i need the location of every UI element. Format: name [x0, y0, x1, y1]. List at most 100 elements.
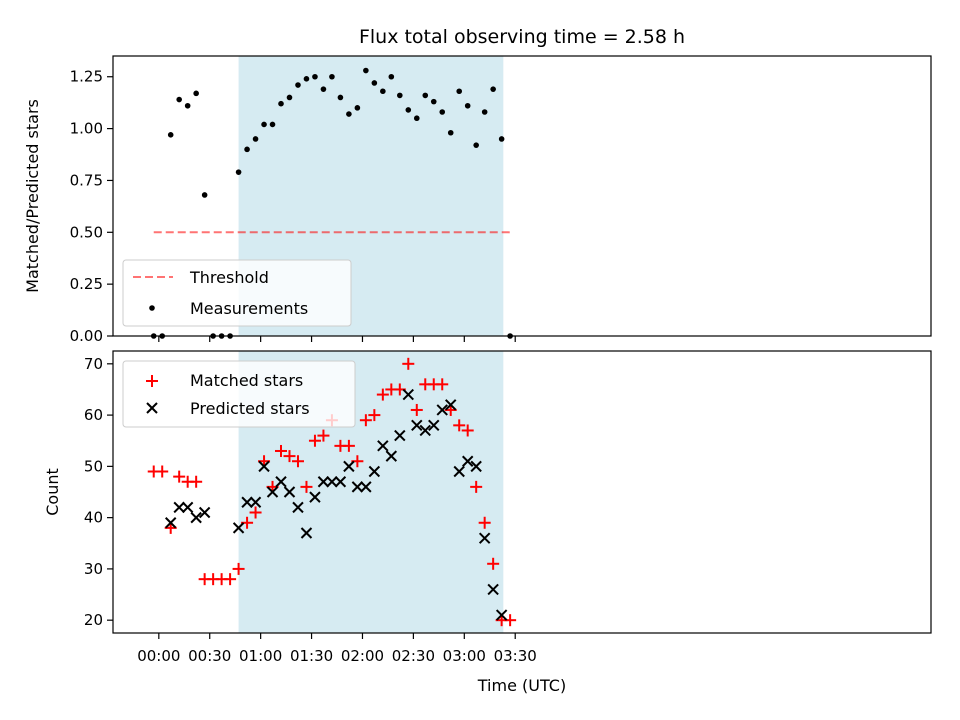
predicted-star-marker	[377, 440, 389, 452]
y-tick-label: 50	[84, 457, 103, 475]
predicted-star-marker	[394, 429, 406, 442]
top-legend: Threshold Measurements	[122, 259, 352, 327]
predicted-star-marker	[368, 465, 381, 478]
bottom-y-axis-label: Count	[43, 468, 62, 516]
bottom-x-ticks: 00:00 00:30 01:00 01:30 02:00 02:30 03:00 03:30	[137, 633, 537, 665]
y-tick-label: 30	[84, 560, 103, 578]
y-tick-label: 0.75	[70, 171, 103, 189]
predicted-star-marker	[445, 399, 457, 411]
matched-star-marker	[461, 424, 474, 437]
matched-star-marker	[224, 573, 237, 586]
measurement-point	[490, 86, 496, 92]
matched-star-marker	[308, 434, 321, 447]
bottom-legend: Matched stars Predicted stars	[122, 360, 356, 428]
measurement-point	[337, 94, 344, 101]
measurement-point	[439, 109, 446, 115]
predicted-star-marker	[198, 506, 211, 519]
measurement-point	[464, 102, 471, 109]
x-tick-label: 03:00	[443, 647, 486, 665]
predicted-star-marker	[317, 476, 330, 488]
measurement-point	[422, 92, 429, 99]
predicted-star-marker	[283, 486, 296, 498]
measurement-point	[303, 76, 310, 82]
matched-legend-label: Matched stars	[190, 371, 303, 390]
measurement-points	[150, 67, 513, 339]
measurement-point	[447, 129, 454, 136]
matched-star-marker	[376, 388, 389, 401]
matched-star-marker	[368, 409, 381, 422]
top-y-ticks: 0.00 0.25 0.50 0.75 1.00 1.25	[70, 68, 113, 345]
measurement-point	[193, 90, 199, 97]
matched-star-marker	[478, 516, 491, 529]
measurement-point	[320, 86, 327, 92]
matched-star-marker	[487, 557, 500, 570]
measurement-point	[295, 82, 301, 88]
predicted-star-marker	[309, 491, 321, 503]
predicted-star-marker	[164, 517, 177, 529]
measurement-point	[286, 94, 293, 101]
predicted-star-marker	[402, 388, 415, 401]
predicted-star-marker	[436, 404, 448, 416]
matched-star-marker	[300, 480, 313, 493]
measurement-point	[312, 73, 318, 80]
matched-legend-swatch	[146, 375, 158, 387]
y-tick-label: 0.25	[70, 275, 103, 293]
predicted-star-marker	[275, 476, 287, 488]
matched-star-marker	[410, 403, 423, 416]
threshold-legend-label: Threshold	[189, 268, 269, 287]
top-axes-frame	[112, 55, 932, 337]
top-x-ticks	[158, 336, 516, 342]
measurement-point	[498, 136, 505, 142]
predicted-star-marker	[232, 522, 245, 534]
predicted-legend-label: Predicted stars	[190, 399, 310, 418]
matched-star-marker	[291, 455, 304, 468]
measurement-point	[371, 80, 378, 86]
x-tick-label: 02:00	[341, 647, 384, 665]
measurement-point	[167, 132, 174, 138]
measurement-point	[346, 111, 352, 117]
y-tick-label: 70	[84, 355, 103, 373]
bottom-panel: 20 30 40 50 60 70 00:00 00:30 01:00 01:30 02:00 02…	[43, 350, 932, 695]
y-tick-label: 40	[84, 509, 103, 527]
measurement-point	[405, 107, 412, 113]
measurement-point	[184, 102, 191, 109]
predicted-star-marker	[461, 455, 474, 467]
measurement-point	[261, 121, 267, 128]
matched-star-marker	[283, 450, 296, 463]
measurement-point	[430, 98, 437, 105]
predicted-star-marker	[258, 460, 270, 473]
predicted-star-marker	[266, 486, 279, 498]
predicted-star-marker	[478, 532, 491, 544]
measurement-point	[278, 100, 284, 107]
measurement-point	[329, 73, 335, 80]
y-tick-label: 1.00	[70, 120, 103, 138]
matched-star-marker	[275, 444, 288, 457]
bottom-axes-frame	[112, 350, 932, 634]
matched-star-marker	[342, 439, 355, 452]
x-tick-label: 02:30	[392, 647, 435, 665]
predicted-star-marker	[190, 511, 202, 524]
measurement-point	[481, 109, 488, 115]
measurement-point	[363, 67, 369, 74]
matched-star-marker	[359, 414, 372, 427]
measurement-point	[201, 192, 208, 198]
matched-star-marker	[453, 419, 466, 432]
matched-star-marker	[436, 378, 449, 391]
x-tick-label: 01:00	[239, 647, 282, 665]
measurement-point	[413, 115, 420, 122]
chart-title: Flux total observing time = 2.58 h	[359, 26, 685, 48]
matched-star-marker	[190, 475, 203, 488]
predicted-stars-points	[164, 388, 508, 621]
predicted-star-marker	[351, 481, 364, 493]
predicted-star-marker	[495, 609, 508, 621]
y-tick-label: 1.25	[70, 68, 103, 86]
y-tick-label: 0.00	[70, 327, 103, 345]
predicted-star-marker	[411, 419, 423, 432]
measurement-point	[456, 88, 463, 95]
measurement-point	[244, 146, 250, 153]
y-tick-label: 20	[84, 611, 103, 629]
bottom-x-axis-label: Time (UTC)	[477, 676, 566, 695]
predicted-star-marker	[181, 501, 194, 514]
predicted-star-marker	[249, 496, 262, 508]
predicted-star-marker	[453, 465, 465, 478]
